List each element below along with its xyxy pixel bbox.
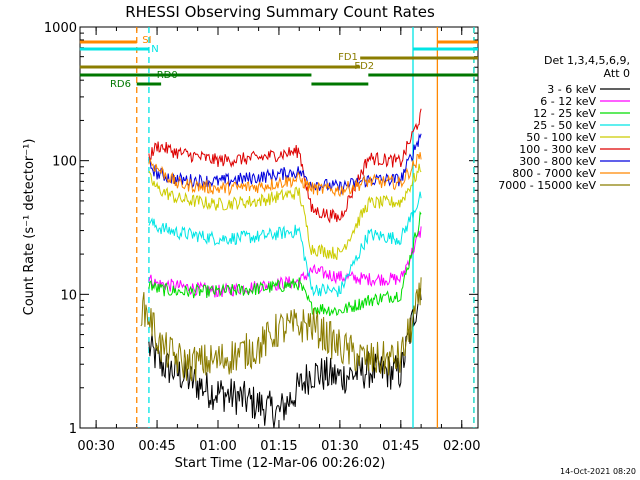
x-tick-label: 02:00 [443,439,480,454]
plot-area: 00:30 00:45 01:00 01:15 01:30 01:45 02:00 1 10 10… [44,21,481,454]
legend-entry-label: 6 - 12 keV [540,95,596,108]
legend-entry-label: 300 - 800 keV [519,155,596,168]
series-line-8 [148,152,422,198]
series-line-1 [148,288,422,429]
y-tick-label: 10 [60,288,77,303]
series-line-3 [148,211,422,317]
series-line-4 [148,191,422,298]
legend-entry-label: 800 - 7000 keV [512,167,596,180]
chart-title: RHESSI Observing Summary Count Rates [125,3,435,21]
legend-entry-label: 25 - 50 keV [533,119,596,132]
series-line-7 [148,133,422,195]
y-tick-label: 1 [69,422,77,437]
legend-entry-label: 100 - 300 keV [519,143,596,156]
x-tick-label: 01:45 [382,439,419,454]
series-line-5 [148,163,422,260]
legend-entry-label: 12 - 25 keV [533,107,596,120]
status-label-rd6: RD6 [110,79,131,90]
x-tick-label: 01:15 [260,439,297,454]
x-tick-label: 01:30 [321,439,358,454]
x-axis-label: Start Time (12-Mar-06 00:26:02) [175,456,386,471]
status-label-rd0: RD0 [157,70,178,81]
y-axis-label: Count Rate (s⁻¹ detector⁻¹) [22,139,37,316]
series-line-6 [148,108,422,224]
status-label-fd1: FD1 [338,52,358,63]
y-tick-label: 1000 [44,21,77,36]
status-label-n: N [151,44,158,55]
x-tick-label: 00:30 [77,439,114,454]
legend-entry-label: 50 - 100 keV [526,131,596,144]
footer-date: 14-Oct-2021 08:20 [560,467,636,476]
status-label-fd2: FD2 [354,61,374,72]
series-line-9 [140,277,422,382]
status-label-si: SI [142,35,151,46]
x-tick-label: 00:45 [138,439,175,454]
y-tick-label: 100 [52,155,77,170]
legend-entry-label: 3 - 6 keV [547,83,596,96]
legend-header-line1: Det 1,3,4,5,6,9, [544,54,630,67]
legend-header-line2: Att 0 [604,67,630,80]
series-line-2 [148,226,422,298]
x-tick-label: 01:00 [199,439,236,454]
legend-entry-label: 7000 - 15000 keV [498,179,596,192]
